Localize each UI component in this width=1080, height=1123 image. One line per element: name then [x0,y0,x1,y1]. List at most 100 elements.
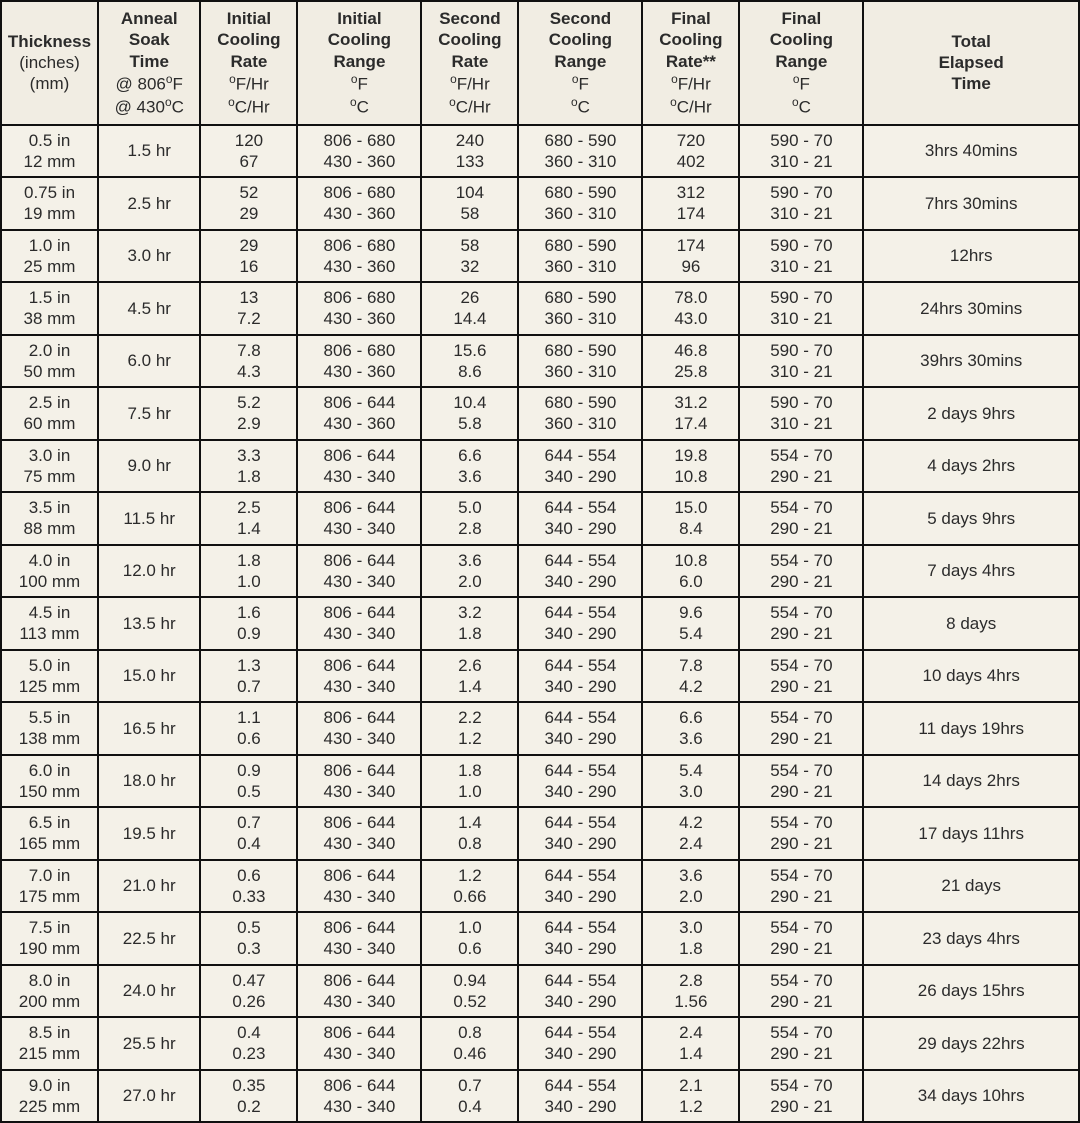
cell-second-rate: 15.68.6 [421,335,518,388]
cell-final-rate: 720402 [642,125,739,178]
cell-initial-range: 806 - 644430 - 340 [297,965,421,1018]
cell-final-range: 590 - 70310 - 21 [739,125,863,178]
cell-second-rate: 5.02.8 [421,492,518,545]
cell-second-range: 644 - 554340 - 290 [518,912,642,965]
cell-soak-time: 16.5 hr [98,702,200,755]
cell-final-range: 554 - 70290 - 21 [739,860,863,913]
cell-final-rate: 5.43.0 [642,755,739,808]
cell-initial-range: 806 - 644430 - 340 [297,807,421,860]
cell-final-range: 554 - 70290 - 21 [739,702,863,755]
cell-second-rate: 3.21.8 [421,597,518,650]
cell-thickness: 5.5 in138 mm [1,702,98,755]
cell-second-range: 644 - 554340 - 290 [518,860,642,913]
cell-soak-time: 24.0 hr [98,965,200,1018]
cell-soak-time: 18.0 hr [98,755,200,808]
col-header-2: InitialCoolingRateoF/HroC/Hr [200,1,297,125]
col-header-8: TotalElapsedTime [863,1,1079,125]
cell-final-range: 554 - 70290 - 21 [739,492,863,545]
col-header-4: SecondCoolingRateoF/HroC/Hr [421,1,518,125]
cell-second-rate: 3.62.0 [421,545,518,598]
data-table: Thickness(inches)(mm)AnnealSoakTime@ 806… [0,0,1080,1123]
table-row: 3.0 in75 mm9.0 hr3.31.8806 - 644430 - 34… [1,440,1079,493]
cell-total-time: 7hrs 30mins [863,177,1079,230]
cell-second-rate: 1.81.0 [421,755,518,808]
table-row: 4.0 in100 mm12.0 hr1.81.0806 - 644430 - … [1,545,1079,598]
col-header-1: AnnealSoakTime@ 806oF@ 430oC [98,1,200,125]
cell-soak-time: 13.5 hr [98,597,200,650]
cell-initial-range: 806 - 680430 - 360 [297,230,421,283]
cell-initial-range: 806 - 644430 - 340 [297,702,421,755]
cell-initial-rate: 0.40.23 [200,1017,297,1070]
cell-second-range: 644 - 554340 - 290 [518,440,642,493]
cell-thickness: 2.0 in50 mm [1,335,98,388]
cell-thickness: 1.5 in38 mm [1,282,98,335]
cell-second-range: 644 - 554340 - 290 [518,650,642,703]
cell-thickness: 8.5 in215 mm [1,1017,98,1070]
annealing-schedule-table: Thickness(inches)(mm)AnnealSoakTime@ 806… [0,0,1080,1123]
cell-thickness: 6.5 in165 mm [1,807,98,860]
cell-initial-range: 806 - 644430 - 340 [297,1070,421,1123]
cell-second-rate: 5832 [421,230,518,283]
cell-thickness: 7.0 in175 mm [1,860,98,913]
cell-initial-rate: 12067 [200,125,297,178]
cell-second-range: 680 - 590360 - 310 [518,387,642,440]
col-header-7: FinalCoolingRangeoFoC [739,1,863,125]
cell-initial-range: 806 - 644430 - 340 [297,492,421,545]
cell-final-rate: 2.11.2 [642,1070,739,1123]
table-row: 7.5 in190 mm22.5 hr0.50.3806 - 644430 - … [1,912,1079,965]
cell-final-rate: 7.84.2 [642,650,739,703]
cell-initial-rate: 0.60.33 [200,860,297,913]
cell-final-rate: 10.86.0 [642,545,739,598]
cell-soak-time: 19.5 hr [98,807,200,860]
cell-total-time: 14 days 2hrs [863,755,1079,808]
cell-soak-time: 11.5 hr [98,492,200,545]
cell-initial-range: 806 - 680430 - 360 [297,177,421,230]
table-row: 2.0 in50 mm6.0 hr7.84.3806 - 680430 - 36… [1,335,1079,388]
cell-second-range: 644 - 554340 - 290 [518,597,642,650]
cell-final-range: 590 - 70310 - 21 [739,335,863,388]
cell-final-rate: 3.62.0 [642,860,739,913]
cell-final-rate: 9.65.4 [642,597,739,650]
cell-second-range: 644 - 554340 - 290 [518,755,642,808]
cell-final-range: 590 - 70310 - 21 [739,177,863,230]
cell-total-time: 5 days 9hrs [863,492,1079,545]
cell-total-time: 11 days 19hrs [863,702,1079,755]
cell-initial-range: 806 - 644430 - 340 [297,440,421,493]
table-row: 7.0 in175 mm21.0 hr0.60.33806 - 644430 -… [1,860,1079,913]
cell-thickness: 3.0 in75 mm [1,440,98,493]
cell-final-range: 554 - 70290 - 21 [739,912,863,965]
cell-soak-time: 22.5 hr [98,912,200,965]
cell-total-time: 39hrs 30mins [863,335,1079,388]
cell-soak-time: 12.0 hr [98,545,200,598]
cell-final-range: 554 - 70290 - 21 [739,755,863,808]
table-row: 0.75 in19 mm2.5 hr5229806 - 680430 - 360… [1,177,1079,230]
cell-thickness: 3.5 in88 mm [1,492,98,545]
cell-final-range: 590 - 70310 - 21 [739,230,863,283]
cell-thickness: 4.0 in100 mm [1,545,98,598]
cell-total-time: 34 days 10hrs [863,1070,1079,1123]
cell-soak-time: 3.0 hr [98,230,200,283]
cell-initial-rate: 5229 [200,177,297,230]
cell-final-rate: 31.217.4 [642,387,739,440]
cell-total-time: 7 days 4hrs [863,545,1079,598]
table-row: 0.5 in12 mm1.5 hr12067806 - 680430 - 360… [1,125,1079,178]
cell-final-rate: 6.63.6 [642,702,739,755]
cell-final-range: 554 - 70290 - 21 [739,650,863,703]
cell-initial-rate: 7.84.3 [200,335,297,388]
cell-total-time: 21 days [863,860,1079,913]
cell-final-rate: 4.22.4 [642,807,739,860]
col-header-6: FinalCoolingRate**oF/HroC/Hr [642,1,739,125]
cell-thickness: 6.0 in150 mm [1,755,98,808]
cell-initial-range: 806 - 644430 - 340 [297,597,421,650]
table-row: 8.0 in200 mm24.0 hr0.470.26806 - 644430 … [1,965,1079,1018]
table-row: 8.5 in215 mm25.5 hr0.40.23806 - 644430 -… [1,1017,1079,1070]
cell-thickness: 1.0 in25 mm [1,230,98,283]
table-row: 5.0 in125 mm15.0 hr1.30.7806 - 644430 - … [1,650,1079,703]
cell-final-range: 554 - 70290 - 21 [739,965,863,1018]
table-row: 6.0 in150 mm18.0 hr0.90.5806 - 644430 - … [1,755,1079,808]
cell-initial-rate: 0.70.4 [200,807,297,860]
cell-final-range: 554 - 70290 - 21 [739,807,863,860]
cell-second-rate: 1.00.6 [421,912,518,965]
cell-soak-time: 27.0 hr [98,1070,200,1123]
cell-thickness: 5.0 in125 mm [1,650,98,703]
